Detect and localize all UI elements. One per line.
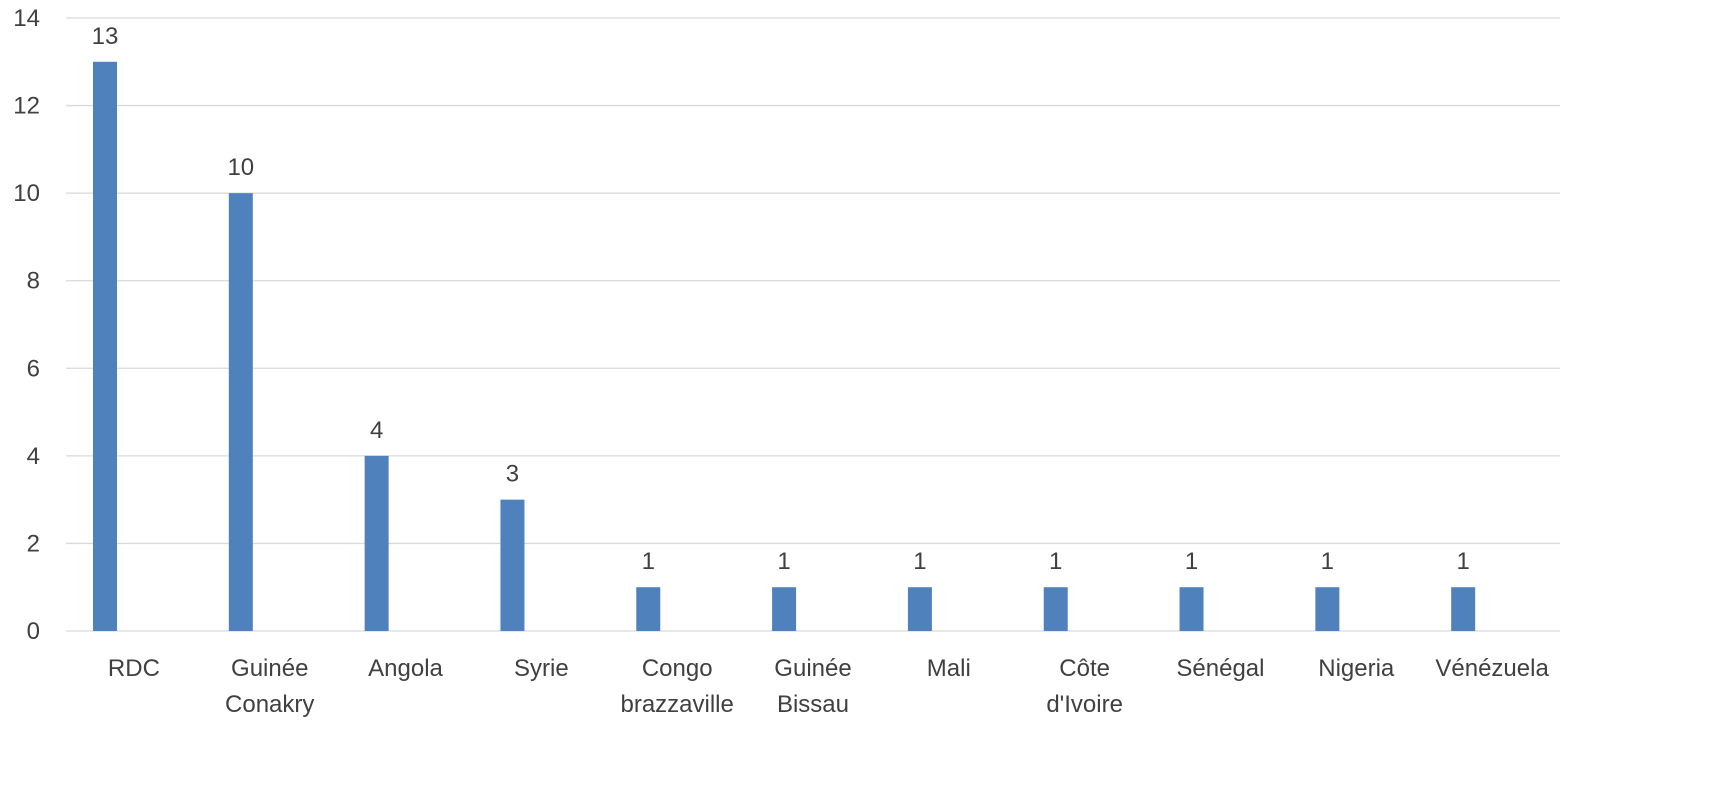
gridlines	[66, 17, 1560, 632]
y-tick-label-8: 8	[27, 268, 40, 295]
bar-2	[364, 455, 389, 631]
bar-10	[1451, 587, 1476, 631]
data-label-6: 1	[913, 548, 926, 575]
category-label-1: Guinée Conakry	[225, 655, 314, 718]
bar-9	[1315, 587, 1340, 631]
data-label-2: 4	[370, 417, 383, 444]
category-label-7: Côte d'Ivoire	[1046, 655, 1123, 718]
category-label-5: Guinée Bissau	[774, 655, 851, 718]
bars	[93, 61, 1476, 632]
bar-1	[228, 193, 253, 631]
y-tick-label-0: 0	[27, 618, 40, 645]
y-tick-label-2: 2	[27, 530, 40, 557]
y-tick-label-14: 14	[13, 5, 40, 32]
category-label-3: Syrie	[514, 655, 569, 682]
y-tick-label-10: 10	[13, 180, 40, 207]
x-axis-categories: RDC Guinée Conakry Angola Syrie Congo brazzavi…	[108, 655, 1550, 718]
category-label-6: Mali	[927, 655, 971, 682]
category-label-2: Angola	[368, 655, 443, 682]
data-label-1: 10	[227, 154, 254, 181]
y-tick-label-12: 12	[13, 93, 40, 120]
y-axis-ticks: 0 2 4 6 8 10 12 14	[13, 5, 40, 645]
bar-5	[772, 587, 797, 631]
data-label-7: 1	[1049, 548, 1062, 575]
y-tick-label-4: 4	[27, 443, 40, 470]
y-tick-label-6: 6	[27, 355, 40, 382]
bar-8	[1179, 587, 1204, 631]
category-label-4: Congo brazzaville	[620, 655, 733, 718]
category-label-10: Vénézuela	[1435, 655, 1549, 682]
category-label-8: Sénégal	[1176, 655, 1264, 682]
data-labels: 13 10 4 3 1 1 1 1 1 1 1	[92, 23, 1470, 575]
bar-0	[93, 61, 117, 632]
data-label-0: 13	[92, 23, 119, 50]
data-label-5: 1	[777, 548, 790, 575]
bar-7	[1043, 587, 1068, 631]
data-label-3: 3	[506, 461, 519, 488]
bar-3	[500, 499, 525, 631]
category-label-9: Nigeria	[1318, 655, 1395, 682]
bar-6	[907, 587, 932, 631]
data-label-9: 1	[1321, 548, 1334, 575]
data-label-10: 1	[1457, 548, 1470, 575]
bar-4	[636, 587, 661, 631]
data-label-8: 1	[1185, 548, 1198, 575]
category-label-0: RDC	[108, 655, 160, 682]
data-label-4: 1	[642, 548, 655, 575]
